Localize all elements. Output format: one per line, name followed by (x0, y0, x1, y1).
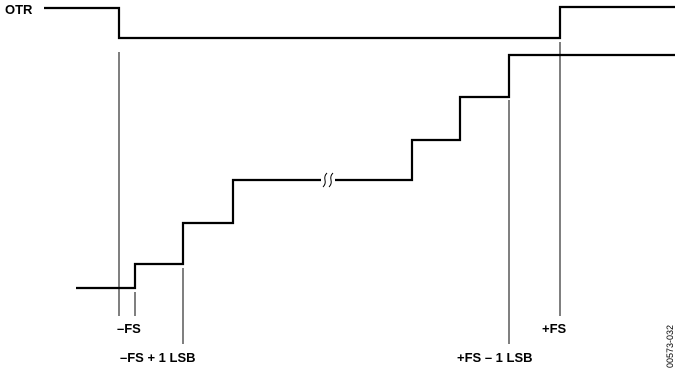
neg-fs-plus-lsb-label: –FS + 1 LSB (120, 350, 196, 365)
otr-label: OTR (5, 2, 33, 17)
neg-fs-label: –FS (117, 321, 141, 336)
pos-fs-label: +FS (542, 321, 567, 336)
pos-fs-minus-lsb-label: +FS – 1 LSB (457, 350, 533, 365)
staircase-waveform (76, 53, 675, 290)
otr-waveform (44, 5, 675, 40)
axis-break-icon (321, 172, 335, 188)
document-id: 00573-032 (665, 325, 675, 368)
